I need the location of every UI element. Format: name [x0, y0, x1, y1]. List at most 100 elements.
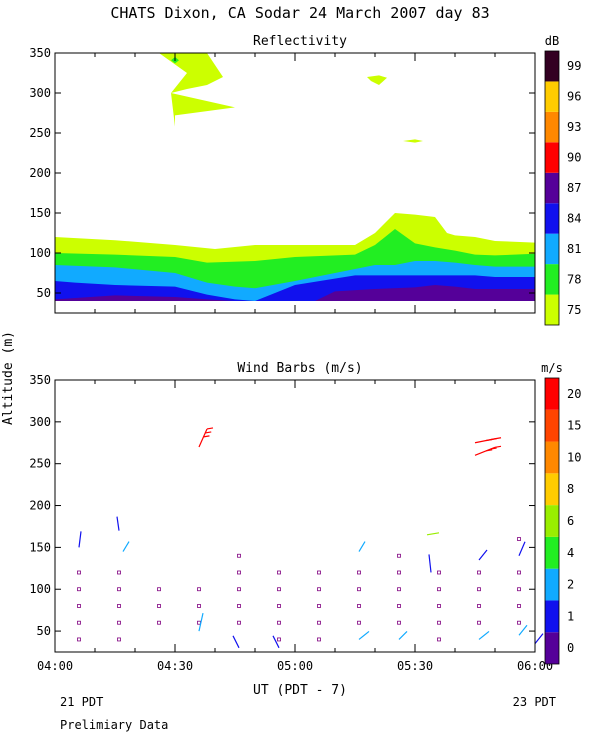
colorbar-tick-label: 99 [567, 59, 581, 73]
calm-wind-point [517, 570, 521, 575]
y-tick-label: 50 [37, 286, 51, 300]
calm-wind-point [77, 620, 81, 625]
colorbar-tick-label: 87 [567, 181, 581, 195]
wind-barb [198, 612, 204, 632]
colorbar-swatch [545, 600, 559, 633]
calm-wind-point [117, 637, 121, 642]
wind-barb [534, 633, 544, 645]
x-tick-label: 04:00 [37, 659, 73, 673]
footer-end-date: 23 PDT [513, 695, 556, 709]
colorbar-swatch [545, 203, 559, 234]
calm-wind-point [237, 620, 241, 625]
calm-wind-point [77, 637, 81, 642]
y-axis-label: Altitude (m) [1, 331, 16, 425]
colorbar-tick-label: 93 [567, 120, 581, 134]
colorbar-tick-label: 1 [567, 609, 574, 623]
calm-wind-point [517, 587, 521, 592]
wind-barb-flag [486, 449, 493, 452]
calm-wind-point [437, 587, 441, 592]
wind-barb [518, 624, 528, 636]
calm-wind-point [317, 587, 321, 592]
wind-barb [198, 428, 208, 448]
wind-barb [358, 541, 366, 552]
y-tick-label: 100 [29, 582, 51, 596]
calm-wind-point [397, 570, 401, 575]
calm-wind-point [317, 637, 321, 642]
y-tick-label: 250 [29, 457, 51, 471]
calm-wind-point [277, 637, 281, 642]
calm-wind-point [237, 553, 241, 558]
wind-barb [358, 630, 370, 640]
calm-wind-point [277, 587, 281, 592]
colorbar-swatch [545, 441, 559, 474]
wind-barb [116, 516, 120, 531]
calm-wind-point [517, 620, 521, 625]
reflectivity-patch-75db [403, 139, 423, 143]
colorbar-swatch [545, 568, 559, 601]
colorbar-swatch [545, 378, 559, 410]
y-tick-label: 300 [29, 86, 51, 100]
calm-wind-point [477, 570, 481, 575]
calm-wind-point [477, 604, 481, 608]
footer-start-date: 21 PDT [60, 695, 103, 709]
wind-barb-flag [203, 435, 210, 438]
colorbar-tick-label: 96 [567, 90, 581, 104]
y-tick-label: 150 [29, 540, 51, 554]
y-tick-label: 350 [29, 373, 51, 387]
colorbar-unit-label: m/s [541, 361, 563, 375]
calm-wind-point [397, 553, 401, 558]
wind-barb [478, 630, 490, 640]
wind-barb-flag [205, 431, 212, 434]
calm-wind-point [317, 604, 321, 608]
calm-wind-point [277, 604, 281, 608]
wind-barb [518, 541, 526, 556]
figure-title: CHATS Dixon, CA Sodar 24 March 2007 day … [110, 4, 489, 22]
wind-barb-flag [206, 427, 214, 430]
colorbar-unit-label: dB [545, 34, 559, 48]
colorbar-swatch [545, 142, 559, 173]
colorbar-frame [544, 377, 560, 665]
colorbar-swatch [545, 81, 559, 112]
wind-barb [428, 554, 432, 573]
preliminary-note: Prelimiary Data [60, 718, 168, 732]
panel-title: Reflectivity [253, 34, 347, 49]
calm-wind-point [357, 620, 361, 625]
calm-wind-point [117, 620, 121, 625]
colorbar-swatch [545, 233, 559, 265]
y-tick-label: 150 [29, 206, 51, 220]
calm-wind-point [317, 570, 321, 575]
colorbar-swatch [545, 264, 559, 295]
calm-wind-point [117, 570, 121, 575]
wind-barb-flag [490, 447, 497, 450]
calm-wind-point [237, 587, 241, 592]
calm-wind-point [437, 604, 441, 608]
calm-wind-point [477, 587, 481, 592]
wind-barb [232, 635, 240, 649]
y-tick-label: 350 [29, 46, 51, 60]
colorbar-tick-label: 15 [567, 419, 581, 433]
y-tick-label: 300 [29, 415, 51, 429]
colorbar-tick-label: 81 [567, 242, 581, 256]
wind-barb-flag [494, 445, 502, 448]
y-tick-label: 200 [29, 499, 51, 513]
x-tick-label: 06:00 [517, 659, 553, 673]
colorbar-swatch [545, 632, 559, 664]
plot-frame [54, 379, 536, 653]
calm-wind-point [197, 587, 201, 592]
calm-wind-point [117, 587, 121, 592]
calm-wind-point [357, 570, 361, 575]
colorbar-swatch [545, 51, 559, 82]
colorbar-tick-label: 20 [567, 387, 581, 401]
colorbar-tick-label: 2 [567, 578, 574, 592]
y-tick-label: 100 [29, 246, 51, 260]
calm-wind-point [277, 620, 281, 625]
wind-barb [398, 631, 408, 640]
y-tick-label: 50 [37, 624, 51, 638]
reflectivity-layer-87db [55, 285, 535, 301]
x-axis-label: UT (PDT - 7) [253, 683, 347, 698]
calm-wind-point [357, 604, 361, 608]
reflectivity-patch-75db [367, 75, 387, 85]
calm-wind-point [157, 604, 161, 608]
reflectivity-panel: Reflectivity 50 100 150 200 250 300 350 dB 75 78 81… [29, 34, 581, 326]
